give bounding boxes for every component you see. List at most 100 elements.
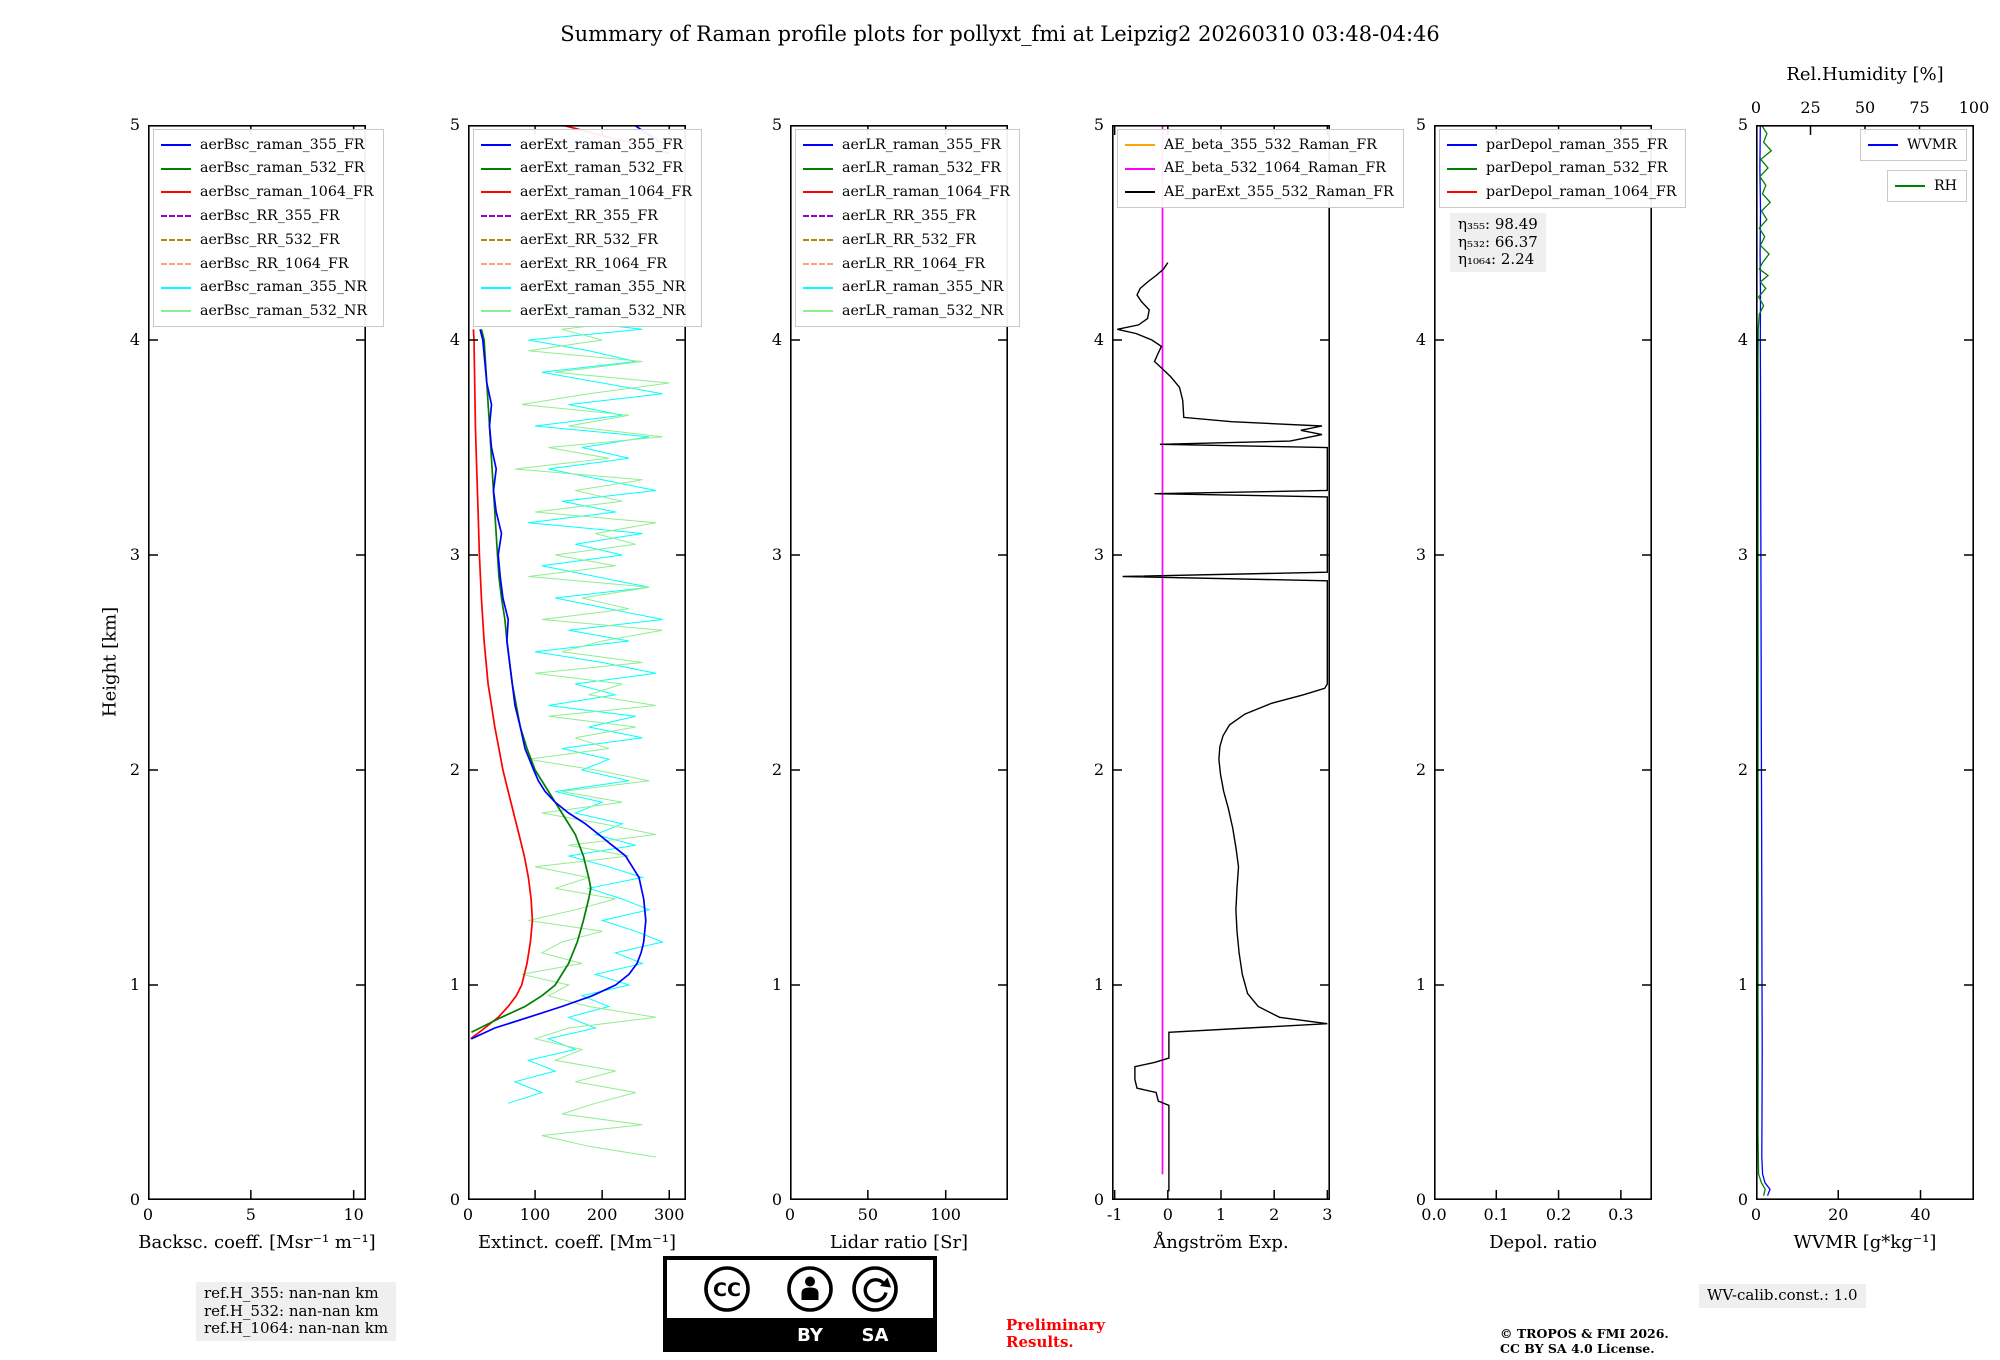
legend-label: aerLR_raman_532_FR [842,160,1001,177]
legend-line-sample [161,215,191,218]
legend-entry: aerExt_raman_355_FR [481,133,692,157]
legend-label: aerBsc_RR_355_FR [200,207,340,224]
y-tick-label: 2 [1737,760,1748,779]
legend-line-sample [803,167,833,170]
legend-entry: aerBsc_raman_532_NR [161,299,374,323]
panel-backscatter [148,125,366,1200]
x-tick-label: 0 [1750,1205,1762,1224]
x-tick-label: 300 [653,1205,685,1224]
legend-label: aerLR_raman_355_FR [842,136,1001,153]
legend-entry: aerExt_RR_1064_FR [481,252,692,276]
legend-entry: aerExt_raman_1064_FR [481,181,692,205]
legend-entry: aerBsc_raman_1064_FR [161,181,374,205]
legend-label: aerBsc_RR_532_FR [200,231,340,248]
y-tick-label: 0 [1093,1190,1104,1209]
legend-entry: RH [1894,174,1957,198]
legend-label: aerLR_RR_532_FR [842,231,976,248]
y-tick-label: 1 [1093,975,1104,994]
legend-line-sample [161,286,191,289]
legend-entry: AE_beta_532_1064_Raman_FR [1125,157,1394,181]
series-aerExt_raman_355_FR [471,329,647,1040]
y-tick-label: 1 [1737,975,1748,994]
by-person-circle-icon [787,1266,833,1312]
legend-entry: aerExt_raman_532_FR [481,157,692,181]
series-WVMR [1759,125,1771,1196]
legend-label: aerExt_RR_532_FR [520,231,658,248]
legend-entry: aerExt_RR_355_FR [481,204,692,228]
legend-label: WVMR [1906,136,1957,153]
y-tick-label: 0 [129,1190,140,1209]
legend-line-sample [1894,184,1925,187]
legend-line-sample [803,191,833,194]
panel-angstrom [1112,125,1330,1200]
eta-annotation: η₃₅₅: 98.49 η₅₃₂: 66.37 η₁₀₆₄: 2.24 [1450,213,1546,272]
legend-entry: aerExt_raman_532_NR [481,299,692,323]
legend-line-sample [803,143,833,146]
tick-marks-wvmr [1756,125,1974,1200]
legend-line-sample [481,262,511,265]
cc-circle-icon [704,1266,750,1312]
by-text: BY [797,1325,824,1346]
legend-entry: aerLR_raman_532_NR [803,299,1010,323]
axes-spine-depol [1434,125,1652,1200]
y-tick-label: 0 [449,1190,460,1209]
legend-label: aerBsc_raman_532_FR [200,160,365,177]
legend-entry: parDepol_raman_532_FR [1447,157,1676,181]
tick-marks-angstrom [1113,125,1329,1200]
x-tick-label: 100 [519,1205,551,1224]
y-tick-label: 4 [771,330,782,349]
legend-entry: aerLR_raman_532_FR [803,157,1010,181]
legend-entry: aerLR_RR_1064_FR [803,252,1010,276]
series-aerExt_raman_355_NR [508,285,665,1104]
legend-entry: aerLR_raman_355_NR [803,276,1010,300]
legend-entry: aerLR_raman_355_FR [803,133,1010,157]
legend-entry: aerBsc_raman_355_NR [161,276,374,300]
x-tick-label: 0.2 [1545,1205,1572,1224]
legend-entry: aerExt_RR_532_FR [481,228,692,252]
tick-marks-depol [1434,125,1651,1200]
legend-line-sample [161,167,191,170]
legend-entry: WVMR [1867,133,1957,157]
ref-h-532: ref.H_532: nan-nan km [204,1301,379,1320]
legend-label: aerBsc_RR_1064_FR [200,255,349,272]
x-tick-label: 2 [1269,1205,1280,1224]
x-tick-label: 0 [1162,1205,1173,1224]
legend-line-sample [481,239,511,242]
share-alike-arrowhead-icon [880,1277,891,1288]
legend-label: parDepol_raman_355_FR [1486,136,1668,153]
legend-extinction: aerExt_raman_355_FR aerExt_raman_532_FR ae… [473,129,702,328]
legend-entry: aerLR_RR_355_FR [803,204,1010,228]
x-tick-label: 5 [245,1205,256,1224]
legend-entry: aerBsc_raman_355_FR [161,133,374,157]
y-tick-label: 4 [449,330,460,349]
eta-line: η₃₅₅: 98.49 [1458,215,1538,233]
axes-spine-backscatter [148,125,366,1200]
legend-entry: AE_parExt_355_532_Raman_FR [1125,181,1394,205]
legend-line-sample [481,143,511,146]
person-head-icon [805,1276,815,1287]
x-axis-label-extinction: Extinct. coeff. [Mm⁻¹] [477,1232,677,1253]
legend-entry: AE_beta_355_532_Raman_FR [1125,133,1394,157]
axes-spine-angstrom [1112,125,1330,1200]
y-tick-label: 0 [1737,1190,1748,1209]
sa-arrow-circle-icon [852,1266,898,1312]
top-axis-label: Rel.Humidity [%] [1786,64,1944,85]
legend-line-sample [1125,143,1155,146]
legend-line-sample [481,310,511,313]
x-tick-label: 0 [784,1205,796,1224]
reference-height-note: ref.H_355: nan-nan km ref.H_532: nan-nan… [196,1282,397,1341]
x-axis-label-wvmr: WVMR [g*kg⁻¹] [1793,1232,1937,1253]
x-tick-label: 20 [1828,1205,1849,1224]
x-tick-label: 1 [1215,1205,1227,1224]
x-tick-label: 10 [343,1205,364,1224]
y-tick-label: 3 [771,545,782,564]
axes-spine-extinction [468,125,686,1200]
x-tick-label: 0.3 [1608,1205,1634,1224]
preliminary-line-2: Results. [1006,1333,1074,1351]
wv-calib-note: WV-calib.const.: 1.0 [1699,1284,1866,1308]
y-tick-label: 5 [771,115,782,134]
legend-label: parDepol_raman_532_FR [1486,160,1668,177]
y-tick-label: 1 [129,975,140,994]
y-tick-label: 1 [771,975,782,994]
legend-entry: aerBsc_RR_532_FR [161,228,374,252]
